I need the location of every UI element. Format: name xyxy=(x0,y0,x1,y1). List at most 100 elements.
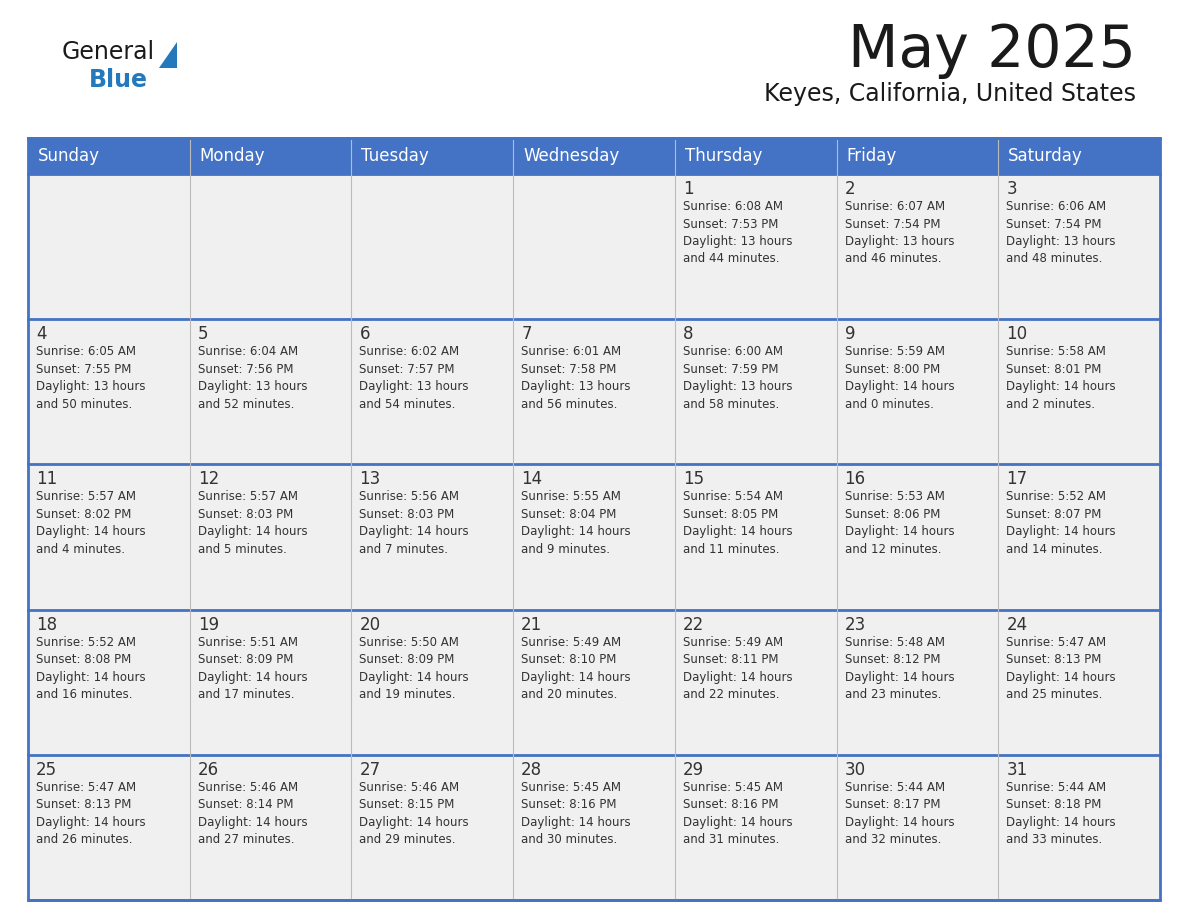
Text: 15: 15 xyxy=(683,470,704,488)
Text: Monday: Monday xyxy=(200,147,265,165)
Bar xyxy=(190,755,352,900)
Bar xyxy=(836,465,998,610)
Text: Sunrise: 5:51 AM
Sunset: 8:09 PM
Daylight: 14 hours
and 17 minutes.: Sunrise: 5:51 AM Sunset: 8:09 PM Dayligh… xyxy=(197,635,308,701)
Text: 2: 2 xyxy=(845,180,855,198)
Bar xyxy=(352,755,513,900)
Text: 18: 18 xyxy=(36,616,57,633)
Text: 12: 12 xyxy=(197,470,219,488)
Bar xyxy=(513,174,675,319)
Bar xyxy=(998,319,1159,465)
Text: 14: 14 xyxy=(522,470,542,488)
Text: General: General xyxy=(62,40,156,64)
Bar xyxy=(998,610,1159,755)
Bar xyxy=(998,174,1159,319)
Text: 26: 26 xyxy=(197,761,219,778)
Text: Sunrise: 6:00 AM
Sunset: 7:59 PM
Daylight: 13 hours
and 58 minutes.: Sunrise: 6:00 AM Sunset: 7:59 PM Dayligh… xyxy=(683,345,792,410)
Text: 22: 22 xyxy=(683,616,704,633)
Bar xyxy=(998,465,1159,610)
Text: Sunrise: 5:52 AM
Sunset: 8:07 PM
Daylight: 14 hours
and 14 minutes.: Sunrise: 5:52 AM Sunset: 8:07 PM Dayligh… xyxy=(1006,490,1116,556)
Text: Tuesday: Tuesday xyxy=(361,147,429,165)
Bar xyxy=(675,319,836,465)
Text: Sunrise: 6:06 AM
Sunset: 7:54 PM
Daylight: 13 hours
and 48 minutes.: Sunrise: 6:06 AM Sunset: 7:54 PM Dayligh… xyxy=(1006,200,1116,265)
Text: 21: 21 xyxy=(522,616,543,633)
Bar xyxy=(836,319,998,465)
Bar xyxy=(352,610,513,755)
Text: 20: 20 xyxy=(360,616,380,633)
Text: Sunrise: 5:48 AM
Sunset: 8:12 PM
Daylight: 14 hours
and 23 minutes.: Sunrise: 5:48 AM Sunset: 8:12 PM Dayligh… xyxy=(845,635,954,701)
Bar xyxy=(513,465,675,610)
Text: 24: 24 xyxy=(1006,616,1028,633)
Text: May 2025: May 2025 xyxy=(848,22,1136,79)
Bar xyxy=(352,319,513,465)
Bar xyxy=(675,174,836,319)
Polygon shape xyxy=(159,42,177,68)
Bar xyxy=(190,319,352,465)
Text: Sunrise: 5:46 AM
Sunset: 8:15 PM
Daylight: 14 hours
and 29 minutes.: Sunrise: 5:46 AM Sunset: 8:15 PM Dayligh… xyxy=(360,781,469,846)
Text: Sunrise: 5:49 AM
Sunset: 8:10 PM
Daylight: 14 hours
and 20 minutes.: Sunrise: 5:49 AM Sunset: 8:10 PM Dayligh… xyxy=(522,635,631,701)
Text: Sunrise: 5:53 AM
Sunset: 8:06 PM
Daylight: 14 hours
and 12 minutes.: Sunrise: 5:53 AM Sunset: 8:06 PM Dayligh… xyxy=(845,490,954,556)
Text: Blue: Blue xyxy=(89,68,148,92)
Text: 30: 30 xyxy=(845,761,866,778)
Text: Sunrise: 5:59 AM
Sunset: 8:00 PM
Daylight: 14 hours
and 0 minutes.: Sunrise: 5:59 AM Sunset: 8:00 PM Dayligh… xyxy=(845,345,954,410)
Text: 19: 19 xyxy=(197,616,219,633)
Text: 11: 11 xyxy=(36,470,57,488)
Text: 31: 31 xyxy=(1006,761,1028,778)
Text: 28: 28 xyxy=(522,761,542,778)
Text: Sunrise: 5:45 AM
Sunset: 8:16 PM
Daylight: 14 hours
and 31 minutes.: Sunrise: 5:45 AM Sunset: 8:16 PM Dayligh… xyxy=(683,781,792,846)
Text: Sunrise: 5:45 AM
Sunset: 8:16 PM
Daylight: 14 hours
and 30 minutes.: Sunrise: 5:45 AM Sunset: 8:16 PM Dayligh… xyxy=(522,781,631,846)
Text: Sunrise: 5:57 AM
Sunset: 8:02 PM
Daylight: 14 hours
and 4 minutes.: Sunrise: 5:57 AM Sunset: 8:02 PM Dayligh… xyxy=(36,490,146,556)
Text: Sunrise: 6:04 AM
Sunset: 7:56 PM
Daylight: 13 hours
and 52 minutes.: Sunrise: 6:04 AM Sunset: 7:56 PM Dayligh… xyxy=(197,345,308,410)
Text: Sunrise: 5:54 AM
Sunset: 8:05 PM
Daylight: 14 hours
and 11 minutes.: Sunrise: 5:54 AM Sunset: 8:05 PM Dayligh… xyxy=(683,490,792,556)
Text: Sunrise: 5:47 AM
Sunset: 8:13 PM
Daylight: 14 hours
and 25 minutes.: Sunrise: 5:47 AM Sunset: 8:13 PM Dayligh… xyxy=(1006,635,1116,701)
Text: 13: 13 xyxy=(360,470,380,488)
Text: Friday: Friday xyxy=(847,147,897,165)
Text: Sunrise: 6:02 AM
Sunset: 7:57 PM
Daylight: 13 hours
and 54 minutes.: Sunrise: 6:02 AM Sunset: 7:57 PM Dayligh… xyxy=(360,345,469,410)
Bar xyxy=(190,174,352,319)
Text: Sunrise: 5:44 AM
Sunset: 8:17 PM
Daylight: 14 hours
and 32 minutes.: Sunrise: 5:44 AM Sunset: 8:17 PM Dayligh… xyxy=(845,781,954,846)
Text: 25: 25 xyxy=(36,761,57,778)
Text: 16: 16 xyxy=(845,470,866,488)
Text: Saturday: Saturday xyxy=(1009,147,1083,165)
Text: Thursday: Thursday xyxy=(684,147,763,165)
Text: 10: 10 xyxy=(1006,325,1028,343)
Text: Sunrise: 5:46 AM
Sunset: 8:14 PM
Daylight: 14 hours
and 27 minutes.: Sunrise: 5:46 AM Sunset: 8:14 PM Dayligh… xyxy=(197,781,308,846)
Text: 6: 6 xyxy=(360,325,369,343)
Bar xyxy=(836,755,998,900)
Text: Sunrise: 6:01 AM
Sunset: 7:58 PM
Daylight: 13 hours
and 56 minutes.: Sunrise: 6:01 AM Sunset: 7:58 PM Dayligh… xyxy=(522,345,631,410)
Bar xyxy=(190,610,352,755)
Bar xyxy=(29,174,190,319)
Text: 29: 29 xyxy=(683,761,704,778)
Text: Wednesday: Wednesday xyxy=(523,147,619,165)
Bar xyxy=(513,610,675,755)
Bar xyxy=(29,610,190,755)
Text: Sunrise: 5:55 AM
Sunset: 8:04 PM
Daylight: 14 hours
and 9 minutes.: Sunrise: 5:55 AM Sunset: 8:04 PM Dayligh… xyxy=(522,490,631,556)
Bar xyxy=(352,174,513,319)
Text: 3: 3 xyxy=(1006,180,1017,198)
Text: Sunrise: 5:44 AM
Sunset: 8:18 PM
Daylight: 14 hours
and 33 minutes.: Sunrise: 5:44 AM Sunset: 8:18 PM Dayligh… xyxy=(1006,781,1116,846)
Bar xyxy=(675,610,836,755)
Text: Sunrise: 5:57 AM
Sunset: 8:03 PM
Daylight: 14 hours
and 5 minutes.: Sunrise: 5:57 AM Sunset: 8:03 PM Dayligh… xyxy=(197,490,308,556)
Bar xyxy=(836,174,998,319)
Text: Sunrise: 5:49 AM
Sunset: 8:11 PM
Daylight: 14 hours
and 22 minutes.: Sunrise: 5:49 AM Sunset: 8:11 PM Dayligh… xyxy=(683,635,792,701)
Text: 27: 27 xyxy=(360,761,380,778)
Bar xyxy=(513,319,675,465)
Text: 23: 23 xyxy=(845,616,866,633)
Bar xyxy=(675,755,836,900)
Bar xyxy=(190,465,352,610)
Bar xyxy=(29,138,1159,174)
Text: Keyes, California, United States: Keyes, California, United States xyxy=(764,82,1136,106)
Text: Sunrise: 6:08 AM
Sunset: 7:53 PM
Daylight: 13 hours
and 44 minutes.: Sunrise: 6:08 AM Sunset: 7:53 PM Dayligh… xyxy=(683,200,792,265)
Text: 4: 4 xyxy=(36,325,46,343)
Text: Sunrise: 5:58 AM
Sunset: 8:01 PM
Daylight: 14 hours
and 2 minutes.: Sunrise: 5:58 AM Sunset: 8:01 PM Dayligh… xyxy=(1006,345,1116,410)
Text: 5: 5 xyxy=(197,325,208,343)
Bar xyxy=(29,755,190,900)
Text: 7: 7 xyxy=(522,325,532,343)
Bar xyxy=(29,465,190,610)
Text: Sunrise: 5:47 AM
Sunset: 8:13 PM
Daylight: 14 hours
and 26 minutes.: Sunrise: 5:47 AM Sunset: 8:13 PM Dayligh… xyxy=(36,781,146,846)
Bar xyxy=(352,465,513,610)
Text: Sunday: Sunday xyxy=(38,147,100,165)
Text: Sunrise: 5:52 AM
Sunset: 8:08 PM
Daylight: 14 hours
and 16 minutes.: Sunrise: 5:52 AM Sunset: 8:08 PM Dayligh… xyxy=(36,635,146,701)
Text: 1: 1 xyxy=(683,180,694,198)
Text: Sunrise: 6:07 AM
Sunset: 7:54 PM
Daylight: 13 hours
and 46 minutes.: Sunrise: 6:07 AM Sunset: 7:54 PM Dayligh… xyxy=(845,200,954,265)
Text: Sunrise: 5:50 AM
Sunset: 8:09 PM
Daylight: 14 hours
and 19 minutes.: Sunrise: 5:50 AM Sunset: 8:09 PM Dayligh… xyxy=(360,635,469,701)
